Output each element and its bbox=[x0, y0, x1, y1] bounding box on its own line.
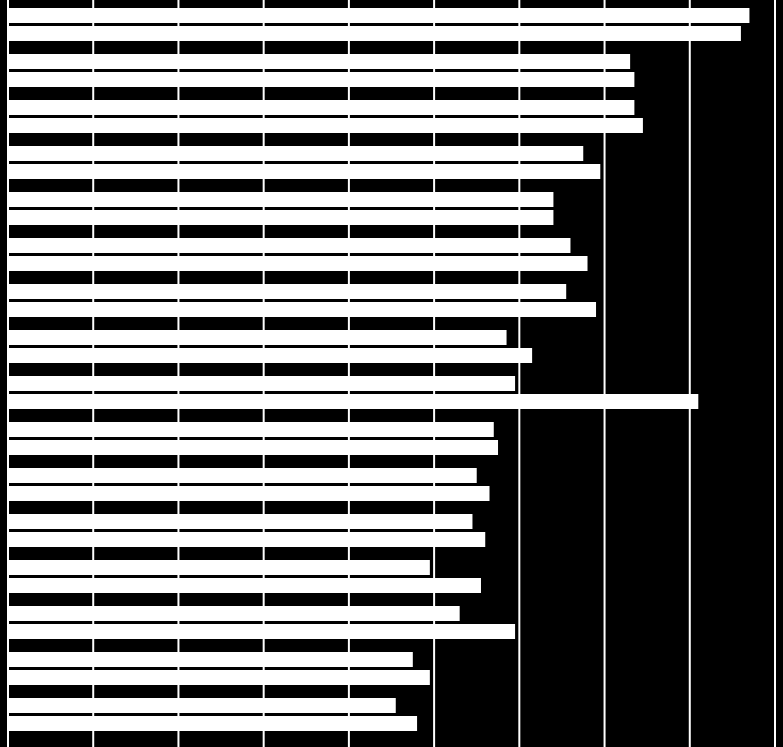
bar-top bbox=[8, 192, 553, 207]
bar-top bbox=[8, 284, 566, 299]
bar-top bbox=[8, 468, 477, 483]
bar-top bbox=[8, 376, 515, 391]
bar-bottom bbox=[8, 302, 596, 317]
bar-top bbox=[8, 8, 749, 23]
bar-top bbox=[8, 652, 413, 667]
bar-top bbox=[8, 330, 507, 345]
bar-bottom bbox=[8, 164, 600, 179]
paired-horizontal-bar-chart bbox=[0, 0, 783, 747]
bar-bottom bbox=[8, 394, 698, 409]
bar-top bbox=[8, 238, 570, 253]
bar-bottom bbox=[8, 670, 430, 685]
bar-top bbox=[8, 698, 396, 713]
bar-bottom bbox=[8, 256, 588, 271]
bar-bottom bbox=[8, 578, 481, 593]
bar-bottom bbox=[8, 118, 643, 133]
bar-bottom bbox=[8, 532, 485, 547]
bar-bottom bbox=[8, 624, 515, 639]
bar-top bbox=[8, 146, 583, 161]
bar-bottom bbox=[8, 440, 498, 455]
bar-top bbox=[8, 100, 634, 115]
bar-bottom bbox=[8, 348, 532, 363]
bar-bottom bbox=[8, 26, 741, 41]
bar-top bbox=[8, 560, 430, 575]
bar-bottom bbox=[8, 486, 490, 501]
bar-bottom bbox=[8, 716, 417, 731]
bar-top bbox=[8, 514, 472, 529]
bar-top bbox=[8, 54, 630, 69]
bar-bottom bbox=[8, 210, 553, 225]
bar-bottom bbox=[8, 72, 634, 87]
bar-top bbox=[8, 606, 460, 621]
bar-top bbox=[8, 422, 494, 437]
